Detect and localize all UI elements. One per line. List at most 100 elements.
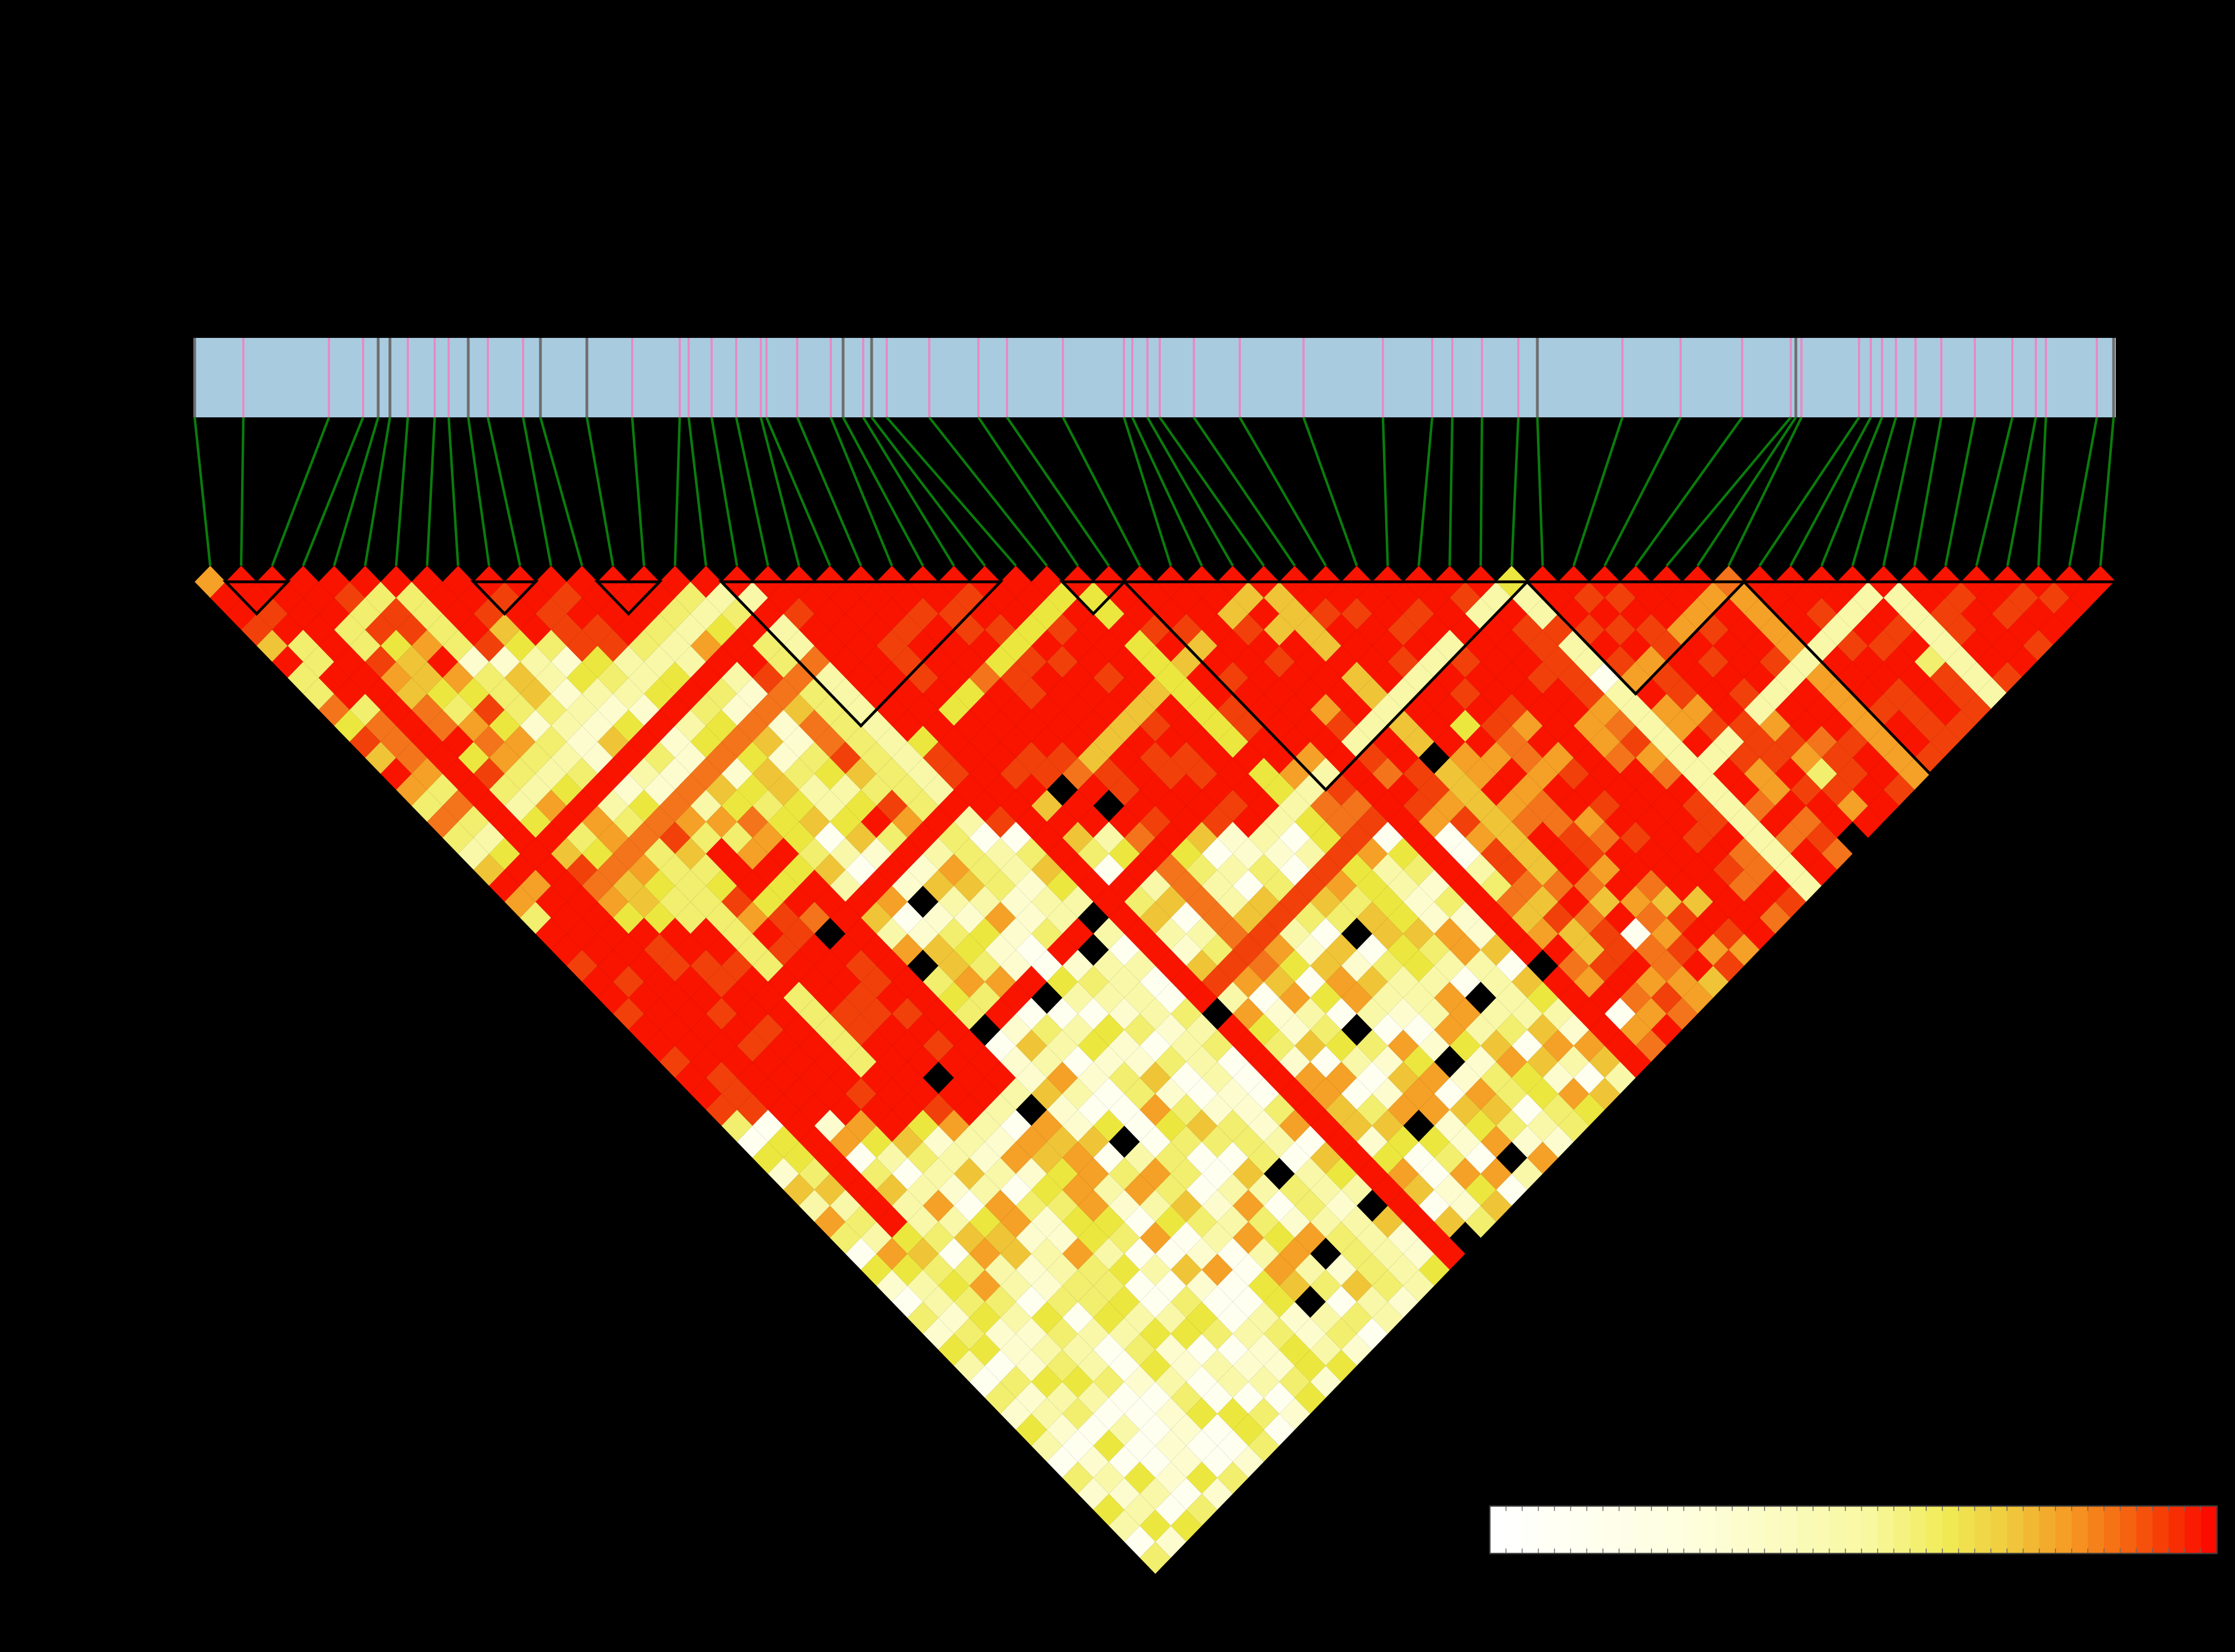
ld-cell	[1279, 1109, 1311, 1142]
ld-cell	[1372, 854, 1404, 886]
ld-cell	[1450, 869, 1481, 902]
ld-cell	[1667, 837, 1698, 870]
ld-cell	[1496, 886, 1527, 918]
ld-cell	[1418, 806, 1450, 838]
ld-cell	[1155, 694, 1187, 726]
ld-cell	[1047, 1094, 1078, 1126]
ld-cell	[892, 582, 923, 614]
ld-cell	[1418, 902, 1450, 934]
ld-cell	[752, 726, 784, 758]
ld-cell	[1480, 1094, 1512, 1126]
ld-cell	[1000, 822, 1032, 854]
ld-cell	[1465, 1142, 1497, 1174]
ld-cell	[1759, 646, 1791, 678]
ld-cell	[520, 677, 551, 710]
ld-cell	[272, 646, 303, 678]
ld-cell	[675, 1062, 706, 1094]
ld-cell	[288, 629, 319, 662]
ld-cell	[1589, 982, 1620, 1014]
ld-cell	[1527, 1109, 1559, 1142]
ld-cell	[1295, 1382, 1326, 1414]
ld-cell	[1697, 774, 1729, 806]
ld-cell	[1093, 822, 1124, 854]
ld-cell	[1372, 1174, 1404, 1206]
ld-cell	[690, 629, 722, 662]
ld-cell	[659, 822, 691, 854]
ld-cell	[1883, 582, 1915, 614]
ld-cell	[1713, 789, 1744, 822]
ld-cell	[1728, 774, 1760, 806]
ld-cell	[985, 806, 1016, 838]
ld-cell	[1961, 629, 1992, 662]
ld-cell	[1186, 822, 1217, 854]
ld-cell	[969, 1174, 1001, 1206]
ld-cell	[1790, 582, 1822, 614]
ld-cell	[892, 902, 923, 934]
ld-cell	[1047, 709, 1078, 742]
ld-cell	[1697, 806, 1729, 838]
ld-cell	[1651, 822, 1682, 854]
ld-cell	[1279, 1269, 1311, 1302]
ld-cell	[985, 709, 1016, 742]
ld-cell	[1124, 1014, 1156, 1046]
ld-cell	[1186, 949, 1217, 982]
ld-cell	[1170, 869, 1202, 902]
ld-cell	[1232, 742, 1264, 774]
ld-cell	[985, 1222, 1016, 1254]
ld-cell	[1310, 1109, 1342, 1142]
ld-cell	[644, 709, 675, 742]
ld-cell	[1031, 854, 1062, 886]
ld-cell	[1387, 966, 1419, 998]
ld-cell	[1248, 1302, 1279, 1334]
ld-cell	[814, 949, 846, 982]
ld-cell	[768, 902, 799, 934]
ld-cell	[1512, 806, 1543, 838]
ld-cell	[1000, 789, 1032, 822]
ld-cell	[845, 789, 877, 822]
ld-cell	[892, 646, 923, 678]
ld-cell	[969, 1109, 1001, 1142]
ld-cell	[1976, 646, 2008, 678]
ld-cell	[860, 1254, 892, 1286]
ld-cell	[1062, 629, 1094, 662]
ld-cell	[582, 774, 613, 806]
ld-cell	[1170, 1094, 1202, 1126]
ld-cell	[752, 982, 784, 1014]
ld-cell	[1202, 1414, 1233, 1446]
ld-cell	[1976, 582, 2008, 614]
ld-cell	[814, 1046, 846, 1078]
ld-cell	[1217, 854, 1249, 886]
ld-cell	[1170, 614, 1202, 646]
ld-cell	[1852, 806, 1884, 838]
ld-cell	[1325, 582, 1357, 614]
ld-cell	[1155, 886, 1187, 918]
snp-connector-line	[862, 416, 955, 567]
ld-cell	[675, 646, 706, 678]
ld-cell	[830, 1062, 861, 1094]
ld-cell	[566, 694, 598, 726]
ld-cell	[2007, 614, 2039, 646]
ld-cell	[1496, 757, 1527, 790]
ld-cell	[1310, 886, 1342, 918]
ld-cell	[1140, 774, 1171, 806]
ld-cell	[1496, 1046, 1527, 1078]
ld-cell	[1093, 1109, 1124, 1142]
ld-cell	[1573, 837, 1605, 870]
ld-cell	[1759, 869, 1791, 902]
ld-cell	[783, 789, 815, 822]
ld-cell	[1140, 1222, 1171, 1254]
ld-cell	[1310, 949, 1342, 982]
ld-cell	[1170, 1509, 1202, 1542]
ld-cell	[1465, 1014, 1497, 1046]
ld-cell	[1031, 566, 1062, 598]
ld-cell	[1806, 789, 1837, 822]
snp-connector-line	[302, 417, 365, 567]
ld-cell	[907, 1142, 939, 1174]
ld-cell	[1170, 1382, 1202, 1414]
ld-cell	[613, 869, 644, 902]
ld-cell	[1558, 854, 1589, 886]
snp-connector-line	[1536, 417, 1544, 566]
ld-cell	[1357, 742, 1388, 774]
ld-cell	[1372, 949, 1404, 982]
ld-cell	[1434, 1046, 1465, 1078]
